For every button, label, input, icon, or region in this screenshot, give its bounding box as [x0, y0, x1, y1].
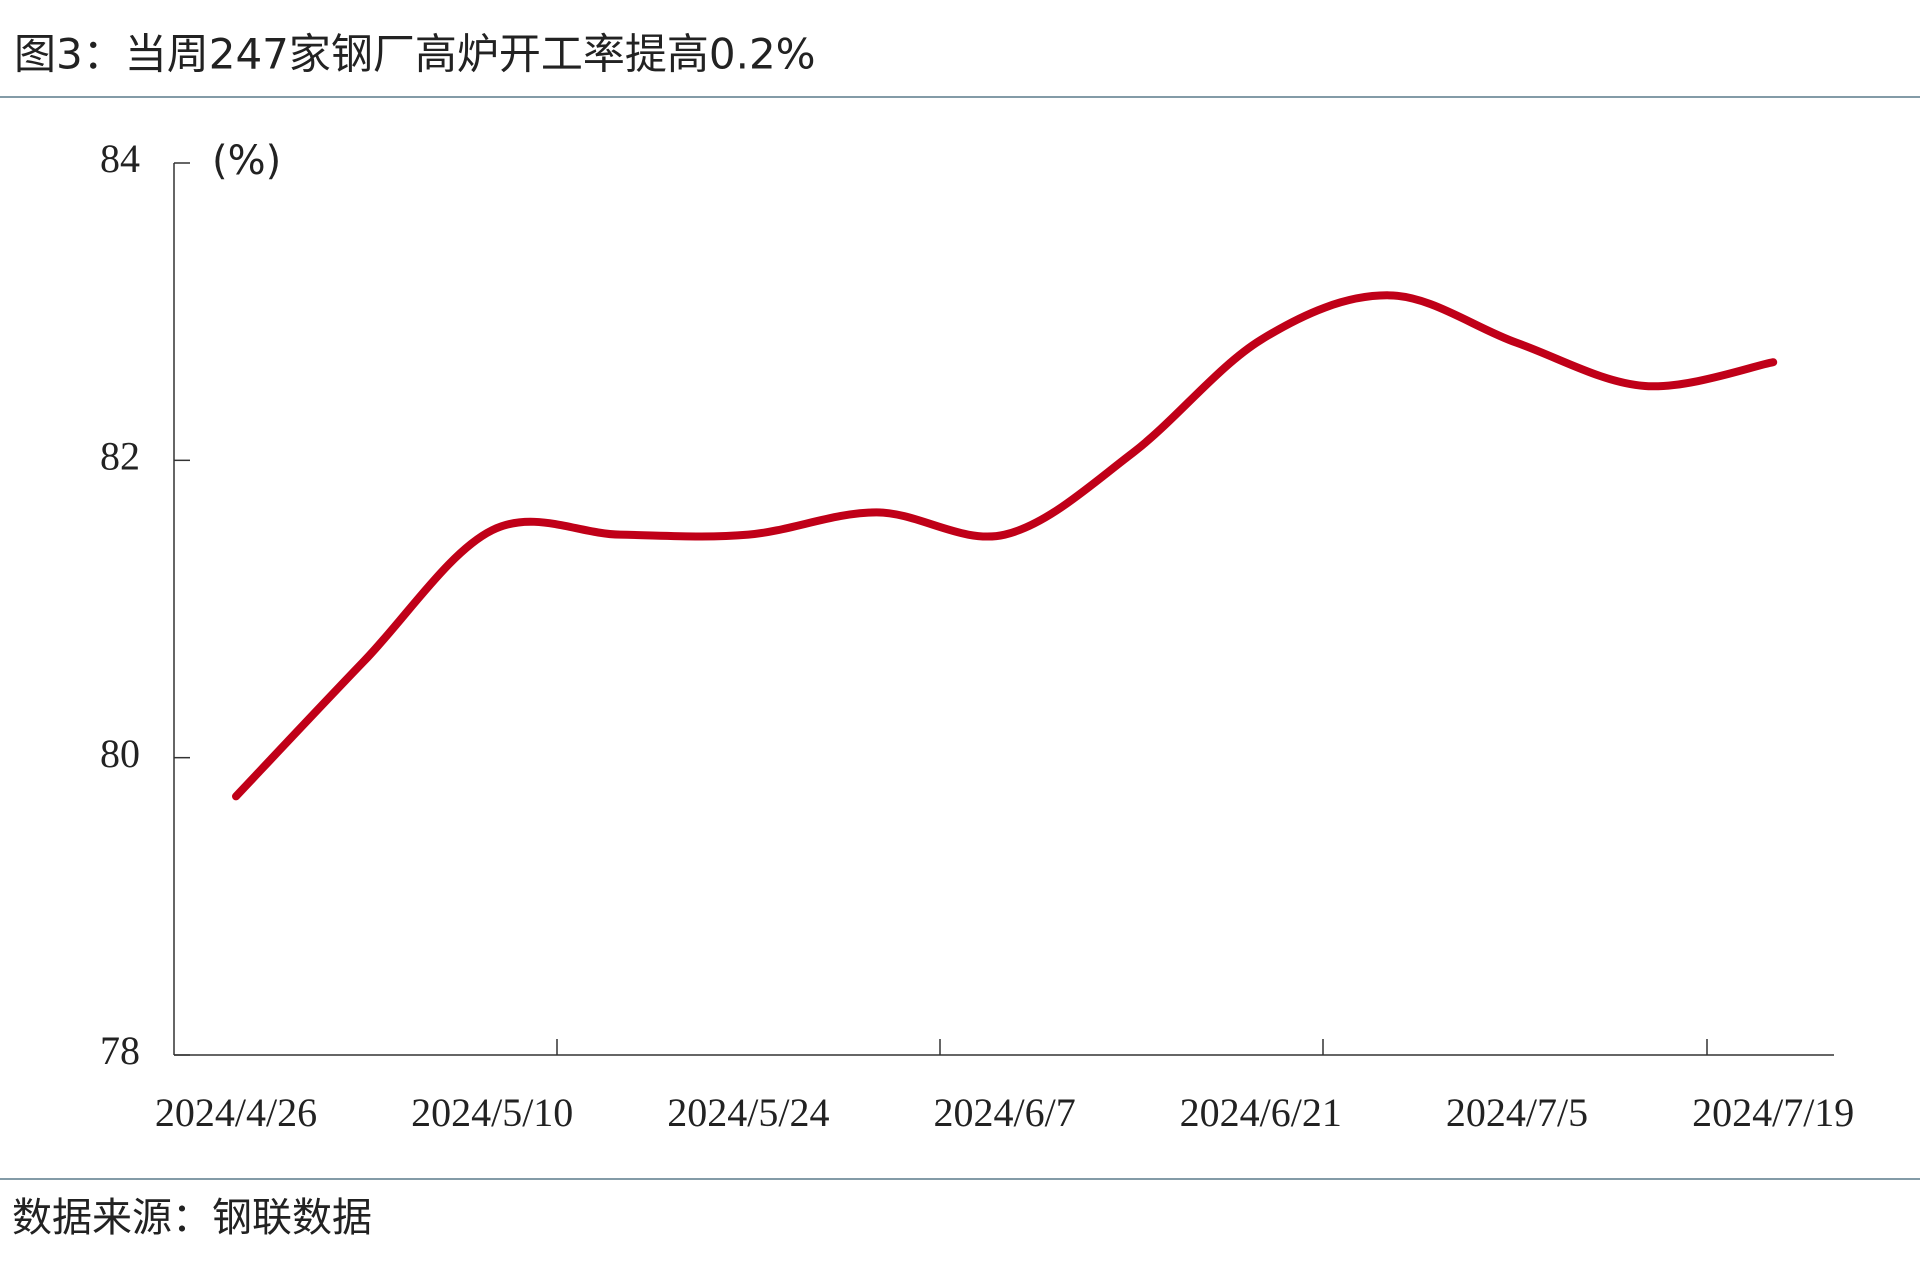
x-tick-label: 2024/6/7 [933, 1090, 1075, 1135]
x-tick-label: 2024/6/21 [1180, 1090, 1342, 1135]
x-tick-label: 2024/4/26 [155, 1090, 317, 1135]
y-tick-label: 82 [100, 434, 140, 479]
x-tick-label: 2024/7/19 [1692, 1090, 1854, 1135]
y-tick-label: 84 [100, 136, 140, 181]
x-tick-label: 2024/5/24 [667, 1090, 829, 1135]
y-axis-label: (%) [212, 138, 281, 184]
x-tick-label: 2024/5/10 [411, 1090, 573, 1135]
line-series [232, 291, 1778, 801]
source: 数据来源：钢联数据 [12, 1195, 372, 1241]
y-tick-label: 78 [100, 1028, 140, 1073]
x-tick-label: 2024/7/5 [1446, 1090, 1588, 1135]
chart-title: 图3：当周247家钢厂高炉开工率提高0.2% [14, 30, 816, 79]
y-tick-label: 80 [100, 731, 140, 776]
